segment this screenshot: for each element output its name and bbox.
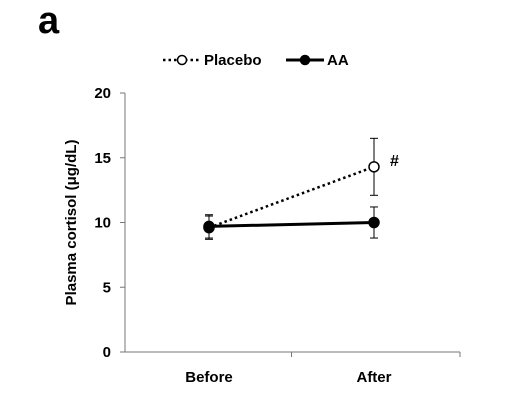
panel-label: a xyxy=(38,0,60,42)
y-tick-label: 20 xyxy=(94,85,111,102)
legend: Placebo AA xyxy=(163,52,349,69)
x-tick-label-before: Before xyxy=(185,369,233,386)
plot-area: # xyxy=(203,137,399,240)
legend-aa-label: AA xyxy=(327,52,349,69)
series-aa-line xyxy=(208,221,375,228)
y-tick-label: 15 xyxy=(94,150,111,167)
x-tick-label-after: After xyxy=(356,369,391,386)
series-placebo-point-after xyxy=(368,161,380,173)
series-placebo-line xyxy=(208,165,375,229)
legend-aa-marker xyxy=(299,54,311,66)
y-tick-label: 5 xyxy=(103,279,111,296)
legend-placebo-marker xyxy=(176,54,188,66)
significance-annotation: # xyxy=(390,153,399,170)
y-tick-label: 0 xyxy=(103,344,111,361)
legend-placebo-label: Placebo xyxy=(204,52,262,69)
series-aa-point-after xyxy=(368,216,380,229)
y-axis-title: Plasma cortisol (μg/dL) xyxy=(63,140,80,306)
y-tick-label: 10 xyxy=(94,215,111,232)
axes: 0 5 10 15 20 Before After Plasma cortisol (μg/d… xyxy=(63,85,461,386)
series-aa-point-before xyxy=(203,220,215,233)
